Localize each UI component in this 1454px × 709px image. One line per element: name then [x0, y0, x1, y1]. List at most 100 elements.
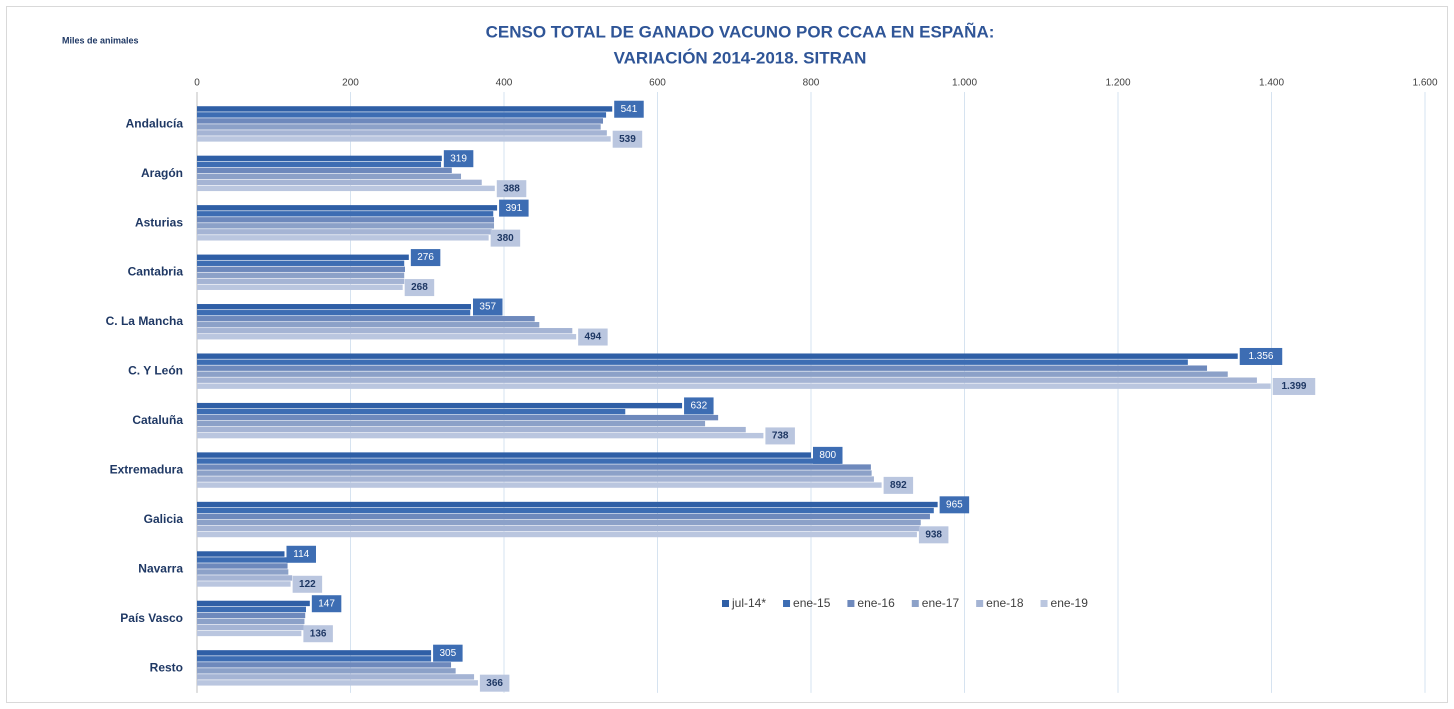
value-label: 305 [439, 648, 456, 659]
bar [197, 161, 442, 168]
bar [197, 106, 613, 112]
bar [197, 432, 764, 439]
value-label-box [433, 644, 463, 662]
bar [197, 650, 432, 656]
value-label: 738 [772, 431, 789, 442]
y-tick-label: Extremadura [110, 463, 184, 477]
bar [197, 124, 601, 130]
chart-title: CENSO TOTAL DE GANADO VACUNO POR CCAA EN… [486, 21, 995, 41]
legend-label: ene-15 [793, 596, 831, 610]
value-label: 268 [411, 282, 428, 293]
bar [197, 272, 405, 278]
bar [197, 420, 706, 427]
bar [197, 525, 920, 532]
bar [197, 328, 573, 334]
y-tick-label: Cataluña [132, 413, 183, 427]
legend-swatch [722, 600, 729, 607]
value-label: 391 [505, 203, 522, 214]
bar [197, 278, 405, 284]
bar [197, 334, 577, 340]
x-tick-label: 1.000 [952, 78, 977, 89]
value-label: 136 [310, 628, 327, 639]
legend-label: jul-14* [731, 596, 766, 610]
value-label-box [443, 150, 474, 168]
bar [197, 304, 471, 310]
bar [197, 464, 871, 470]
bar [197, 371, 1228, 377]
bar [197, 211, 494, 217]
legend-swatch [911, 600, 919, 607]
chart-title: VARIACIÓN 2014-2018. SITRAN [614, 48, 867, 67]
value-label-box [311, 595, 342, 613]
bar [197, 531, 917, 538]
bar [197, 118, 604, 124]
value-label: 965 [946, 499, 963, 510]
y-tick-label: Navarra [138, 561, 183, 575]
value-label-box [684, 397, 714, 415]
x-tick-label: 200 [342, 78, 359, 89]
bar [197, 662, 452, 668]
value-label: 800 [819, 450, 836, 461]
legend-swatch [976, 600, 984, 607]
value-label: 1.399 [1281, 381, 1306, 392]
x-tick-label: 600 [649, 78, 666, 89]
value-label-box [883, 476, 914, 494]
value-label: 357 [479, 302, 496, 313]
value-label-box [614, 100, 644, 118]
bar [197, 507, 934, 514]
bar [197, 266, 405, 272]
legend-label: ene-18 [986, 596, 1024, 610]
bar [197, 359, 1188, 365]
bar [197, 284, 403, 290]
bar [197, 408, 626, 415]
x-tick-label: 1.200 [1105, 78, 1130, 89]
value-label: 388 [503, 183, 520, 194]
bar [197, 217, 495, 223]
value-label-box [496, 180, 527, 198]
value-label: 276 [417, 252, 434, 263]
bar [197, 112, 607, 118]
x-tick-label: 800 [803, 78, 820, 89]
bar [197, 235, 489, 241]
bar [197, 426, 746, 433]
bar [197, 458, 841, 464]
legend-label: ene-16 [857, 596, 895, 610]
bar [197, 322, 540, 328]
value-label-box [472, 298, 503, 316]
bar [197, 470, 872, 476]
bar [197, 185, 495, 192]
y-tick-label: País Vasco [120, 611, 183, 625]
legend-label: ene-19 [1051, 596, 1089, 610]
bar [197, 680, 478, 686]
bar [197, 167, 452, 174]
legend-swatch [1040, 600, 1048, 607]
value-label-box [765, 427, 795, 445]
value-label: 938 [925, 529, 942, 540]
value-label: 892 [890, 480, 907, 491]
bar [197, 557, 288, 563]
value-label: 114 [293, 549, 309, 560]
value-label: 494 [585, 332, 602, 343]
bar [197, 155, 442, 162]
value-label: 122 [299, 579, 316, 590]
bar [197, 377, 1257, 383]
bar [197, 205, 498, 211]
bar [197, 674, 475, 680]
value-label: 366 [486, 678, 503, 689]
bar [197, 656, 432, 662]
y-tick-label: Galicia [144, 512, 184, 526]
bar [197, 482, 882, 488]
bar [197, 575, 293, 581]
bar [197, 630, 302, 637]
value-label-box [1272, 377, 1316, 395]
value-label-box [499, 199, 529, 217]
value-label: 147 [318, 598, 335, 609]
value-label-box [292, 575, 323, 593]
bar [197, 513, 930, 520]
x-tick-label: 1.600 [1412, 78, 1437, 89]
bar [197, 223, 495, 229]
bar [197, 229, 492, 235]
bar [197, 668, 456, 674]
bar [197, 173, 462, 180]
